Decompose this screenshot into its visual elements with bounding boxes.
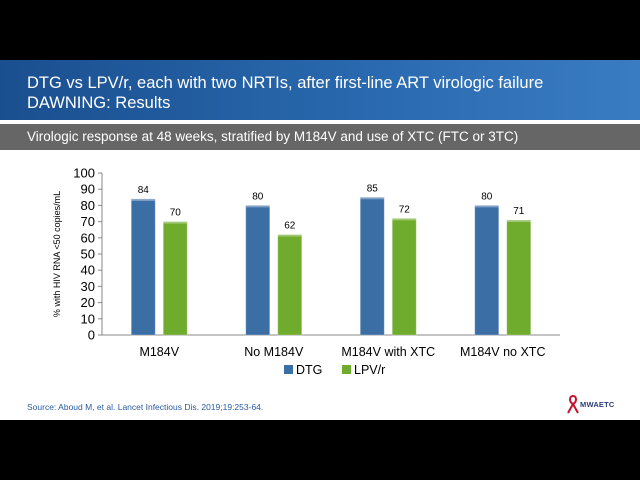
bar-data-label: 80	[481, 191, 493, 202]
bar-data-label: 70	[170, 208, 182, 219]
bar-data-label: 72	[399, 204, 411, 215]
y-tick-label: 90	[81, 182, 95, 197]
legend-label: LPV/r	[354, 363, 385, 377]
bar-dtg	[245, 204, 271, 336]
bar-data-label: 85	[367, 183, 379, 194]
y-tick-label: 40	[81, 263, 95, 278]
bar-lpvr	[506, 219, 532, 336]
y-tick-label: 30	[81, 279, 95, 294]
bar-data-label: 84	[138, 185, 150, 196]
title-bar: DTG vs LPV/r, each with two NRTIs, after…	[0, 60, 640, 120]
legend-swatch-dtg	[284, 365, 293, 374]
slide-title-line-2: DAWNING: Results	[27, 94, 171, 112]
x-category-label: M184V no XTC	[460, 345, 545, 359]
logo-text: MWAETC	[580, 400, 615, 409]
bar-data-label: 71	[513, 206, 525, 217]
bar-dtg	[130, 198, 156, 336]
x-category-label: No M184V	[244, 345, 304, 359]
subtitle-bar: Virologic response at 48 weeks, stratifi…	[0, 124, 640, 150]
y-axis-label: % with HIV RNA <50 copies/mL	[52, 191, 62, 317]
slide: DTG vs LPV/r, each with two NRTIs, after…	[0, 60, 640, 420]
bar-highlight	[392, 218, 417, 221]
y-tick-label: 20	[81, 295, 95, 310]
legend-label: DTG	[296, 363, 322, 377]
y-tick-label: 100	[73, 166, 95, 181]
bar-highlight	[474, 205, 499, 208]
bar-highlight	[506, 219, 531, 222]
y-tick-label: 70	[81, 214, 95, 229]
slide-title-line-1: DTG vs LPV/r, each with two NRTIs, after…	[27, 74, 544, 92]
y-tick-label: 0	[88, 328, 95, 343]
bar-lpvr	[391, 217, 417, 336]
bar-data-label: 80	[252, 191, 264, 202]
legend-swatch-lpvr	[342, 365, 351, 374]
bar-highlight	[131, 198, 156, 201]
y-tick-label: 50	[81, 247, 95, 262]
slide-title: DTG vs LPV/r, each with two NRTIs, after…	[27, 73, 627, 113]
red-ribbon-icon	[567, 394, 579, 414]
bar-highlight	[245, 205, 270, 208]
bar-lpvr	[277, 234, 303, 336]
slide-subtitle: Virologic response at 48 weeks, stratifi…	[27, 129, 519, 144]
x-category-label: M184V	[139, 345, 179, 359]
bar-highlight	[360, 197, 385, 200]
x-category-label: M184V with XTC	[341, 345, 435, 359]
bar-highlight	[277, 234, 302, 237]
y-tick-label: 80	[81, 198, 95, 213]
bar-lpvr	[162, 221, 188, 336]
bar-dtg	[474, 204, 500, 336]
y-tick-label: 60	[81, 230, 95, 245]
bar-data-label: 62	[284, 221, 296, 232]
bar-dtg	[359, 196, 385, 336]
y-tick-label: 10	[81, 311, 95, 326]
source-citation: Source: Aboud M, et al. Lancet Infectiou…	[27, 402, 264, 412]
mwaetc-logo: MWAETC	[566, 394, 628, 414]
bar-highlight	[163, 221, 188, 224]
